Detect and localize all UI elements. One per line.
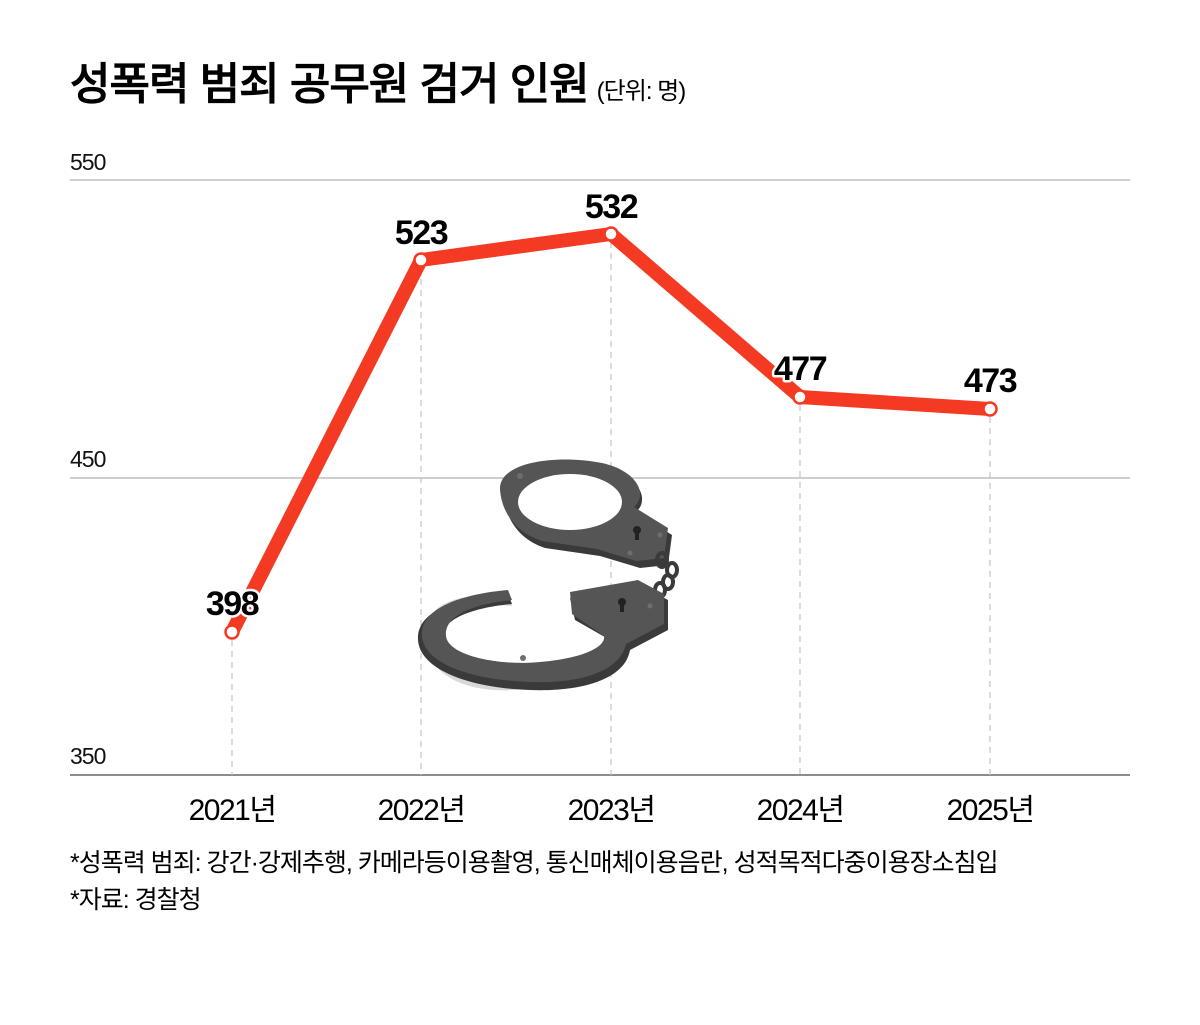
x-tick-2022: 2022년 <box>378 794 465 827</box>
handcuffs-icon <box>417 459 679 691</box>
x-tick-2023: 2023년 <box>568 794 655 827</box>
data-label-2022: 523 <box>395 214 448 252</box>
data-label-2023: 532 <box>585 188 638 226</box>
marker-2021 <box>224 624 240 640</box>
y-tick-450: 450 <box>70 446 106 472</box>
data-label-2025: 473 <box>964 362 1017 400</box>
chart-footnotes: *성폭력 범죄: 강간·강제추행, 카메라등이용촬영, 통신매체이용음란, 성적… <box>70 845 999 919</box>
x-tick-2021: 2021년 <box>189 794 276 827</box>
y-tick-550: 550 <box>70 149 106 175</box>
marker-2023 <box>603 226 619 242</box>
marker-2024 <box>792 389 808 405</box>
chart-unit-label: (단위: 명) <box>596 78 687 105</box>
chart-title: 성폭력 범죄 공무원 검거 인원 (단위: 명) <box>70 48 687 112</box>
footnote-definition: *성폭력 범죄: 강간·강제추행, 카메라등이용촬영, 통신매체이용음란, 성적… <box>70 849 999 877</box>
y-tick-350: 350 <box>70 743 106 769</box>
x-tick-2024: 2024년 <box>757 794 844 827</box>
data-label-2024: 477 <box>774 350 827 388</box>
footnote-source: *자료: 경찰청 <box>70 886 202 914</box>
chart-title-main: 성폭력 범죄 공무원 검거 인원 <box>70 60 590 109</box>
marker-2025 <box>982 401 998 417</box>
data-label-2021: 398 <box>206 585 259 623</box>
x-tick-2025: 2025년 <box>947 794 1034 827</box>
data-markers <box>224 226 998 640</box>
marker-2022 <box>413 252 429 268</box>
